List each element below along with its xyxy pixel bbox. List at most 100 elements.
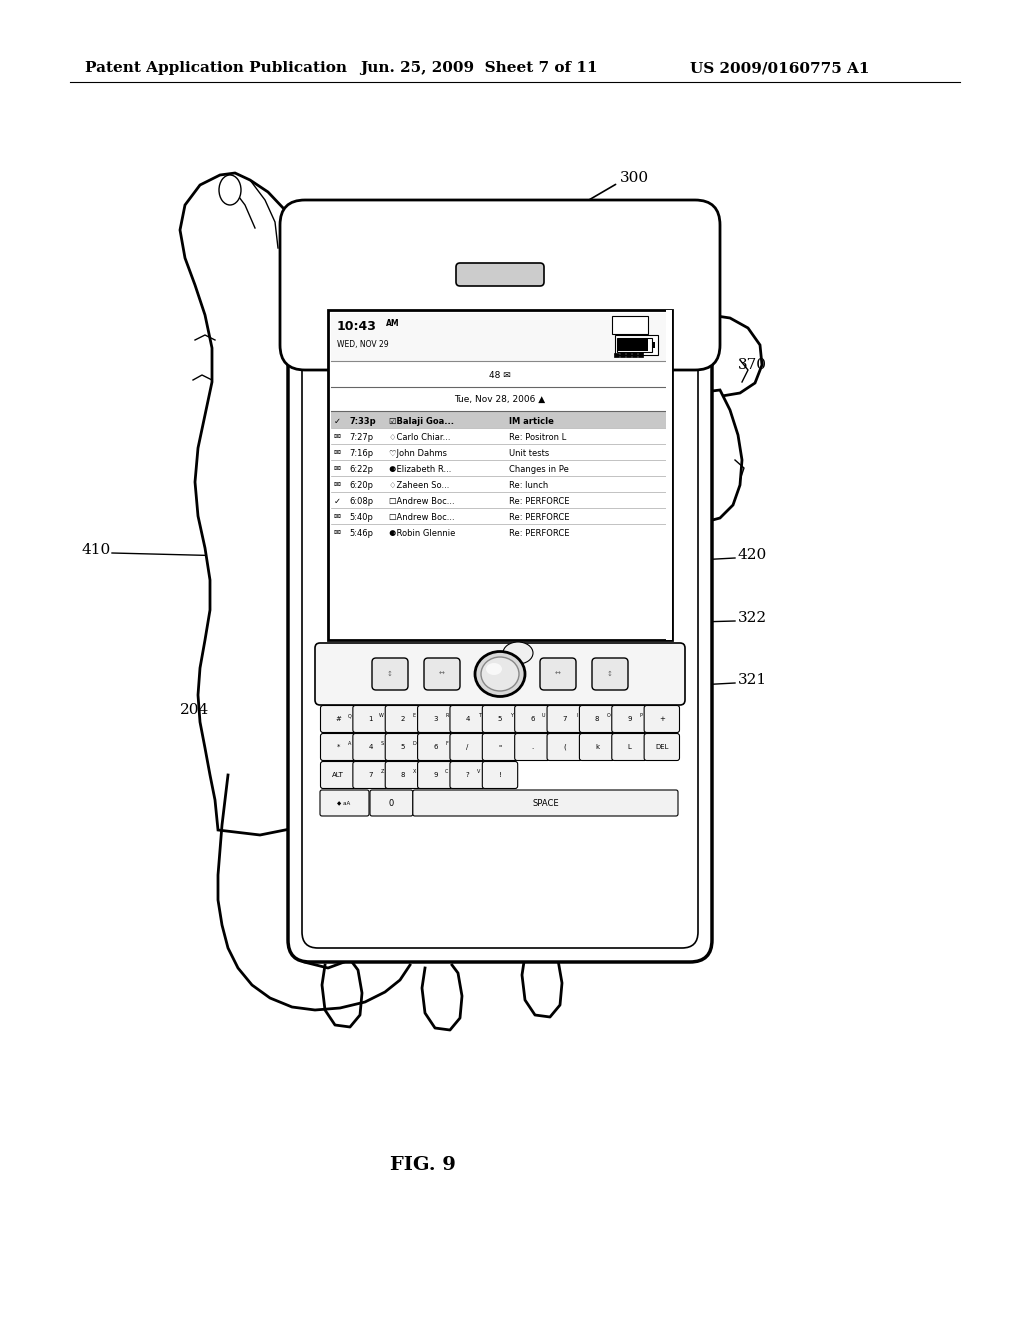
- Text: Unit tests: Unit tests: [509, 449, 549, 458]
- Text: 5: 5: [400, 744, 406, 750]
- FancyBboxPatch shape: [644, 705, 680, 733]
- Text: Re: lunch: Re: lunch: [509, 480, 548, 490]
- Text: 5:46p: 5:46p: [349, 528, 373, 537]
- Text: /: /: [467, 744, 469, 750]
- Text: 2: 2: [400, 715, 406, 722]
- Text: WED, NOV 29: WED, NOV 29: [337, 341, 389, 350]
- Text: ☑Balaji Goa...: ☑Balaji Goa...: [389, 417, 454, 425]
- Text: IM article: IM article: [509, 417, 554, 425]
- Bar: [612, 315, 648, 334]
- Text: ↕: ↕: [387, 671, 393, 677]
- FancyBboxPatch shape: [592, 657, 628, 690]
- Text: 322: 322: [738, 611, 767, 624]
- Text: DEL: DEL: [655, 744, 669, 750]
- Text: ✉: ✉: [334, 433, 341, 441]
- Text: ☐Andrew Boc...: ☐Andrew Boc...: [389, 512, 455, 521]
- Text: S: S: [381, 741, 384, 746]
- FancyBboxPatch shape: [418, 705, 453, 733]
- Text: L: L: [628, 744, 632, 750]
- Bar: [331, 412, 669, 428]
- Text: ◆ aA: ◆ aA: [337, 800, 350, 805]
- Text: U: U: [542, 713, 546, 718]
- FancyBboxPatch shape: [353, 705, 388, 733]
- FancyBboxPatch shape: [321, 734, 356, 760]
- Text: ⚈Elizabeth R...: ⚈Elizabeth R...: [389, 465, 452, 474]
- Ellipse shape: [503, 642, 534, 664]
- Text: R: R: [445, 713, 449, 718]
- Text: A: A: [348, 741, 351, 746]
- FancyBboxPatch shape: [456, 263, 544, 286]
- Text: 7: 7: [562, 715, 567, 722]
- Text: Y: Y: [510, 713, 513, 718]
- FancyBboxPatch shape: [321, 762, 356, 788]
- Text: C: C: [445, 770, 449, 774]
- FancyBboxPatch shape: [611, 705, 647, 733]
- Text: ↕: ↕: [607, 671, 613, 677]
- Text: ⚈Robin Glennie: ⚈Robin Glennie: [389, 528, 456, 537]
- FancyBboxPatch shape: [450, 762, 485, 788]
- FancyBboxPatch shape: [418, 762, 453, 788]
- Text: !: !: [499, 772, 502, 777]
- Bar: [638, 341, 642, 356]
- Text: 3: 3: [433, 715, 437, 722]
- Bar: [652, 342, 655, 348]
- FancyBboxPatch shape: [302, 222, 698, 948]
- Text: ↔: ↔: [439, 671, 445, 677]
- FancyBboxPatch shape: [315, 643, 685, 705]
- Bar: [614, 352, 618, 356]
- Text: 321: 321: [738, 673, 767, 686]
- FancyBboxPatch shape: [515, 705, 550, 733]
- FancyBboxPatch shape: [319, 789, 369, 816]
- Bar: [620, 350, 625, 356]
- Bar: [626, 347, 631, 356]
- Text: 9: 9: [628, 715, 632, 722]
- Text: 8: 8: [595, 715, 599, 722]
- FancyBboxPatch shape: [482, 705, 518, 733]
- Text: Q: Q: [347, 713, 351, 718]
- Text: Re: PERFORCE: Re: PERFORCE: [509, 528, 569, 537]
- Text: 410: 410: [82, 543, 112, 557]
- Text: 4: 4: [369, 744, 373, 750]
- FancyBboxPatch shape: [450, 705, 485, 733]
- Ellipse shape: [481, 657, 519, 690]
- Text: O: O: [606, 713, 610, 718]
- FancyBboxPatch shape: [547, 734, 583, 760]
- Text: ?: ?: [466, 772, 470, 777]
- Text: ♢Zaheen So...: ♢Zaheen So...: [389, 480, 450, 490]
- Text: F: F: [445, 741, 449, 746]
- Text: 6: 6: [530, 715, 535, 722]
- Text: ✓: ✓: [334, 496, 341, 506]
- Text: 1: 1: [369, 715, 373, 722]
- Text: 204: 204: [180, 704, 209, 717]
- Text: 7: 7: [369, 772, 373, 777]
- Text: ✉: ✉: [334, 512, 341, 521]
- Text: k: k: [595, 744, 599, 750]
- Text: X: X: [413, 770, 416, 774]
- Text: 6:08p: 6:08p: [349, 496, 373, 506]
- FancyBboxPatch shape: [385, 762, 421, 788]
- Text: ✉: ✉: [334, 465, 341, 474]
- FancyBboxPatch shape: [580, 705, 614, 733]
- Text: 5:40p: 5:40p: [349, 512, 373, 521]
- FancyBboxPatch shape: [482, 762, 518, 788]
- Text: 7:16p: 7:16p: [349, 449, 373, 458]
- Text: Re: PERFORCE: Re: PERFORCE: [509, 512, 569, 521]
- FancyBboxPatch shape: [370, 789, 413, 816]
- Ellipse shape: [475, 652, 525, 697]
- Text: Changes in Pe: Changes in Pe: [509, 465, 569, 474]
- Text: 48 ✉: 48 ✉: [489, 371, 511, 380]
- Bar: [328, 310, 672, 640]
- Bar: [618, 339, 648, 351]
- Text: V: V: [477, 770, 481, 774]
- Text: 6:22p: 6:22p: [349, 465, 373, 474]
- Text: 8: 8: [400, 772, 406, 777]
- Text: ✓: ✓: [334, 417, 341, 425]
- Bar: [617, 338, 652, 352]
- FancyBboxPatch shape: [280, 201, 720, 370]
- FancyBboxPatch shape: [450, 734, 485, 760]
- Text: 6: 6: [433, 744, 437, 750]
- Text: Re: Positron L: Re: Positron L: [509, 433, 566, 441]
- FancyBboxPatch shape: [385, 705, 421, 733]
- Text: ♡John Dahms: ♡John Dahms: [389, 449, 447, 458]
- FancyBboxPatch shape: [418, 734, 453, 760]
